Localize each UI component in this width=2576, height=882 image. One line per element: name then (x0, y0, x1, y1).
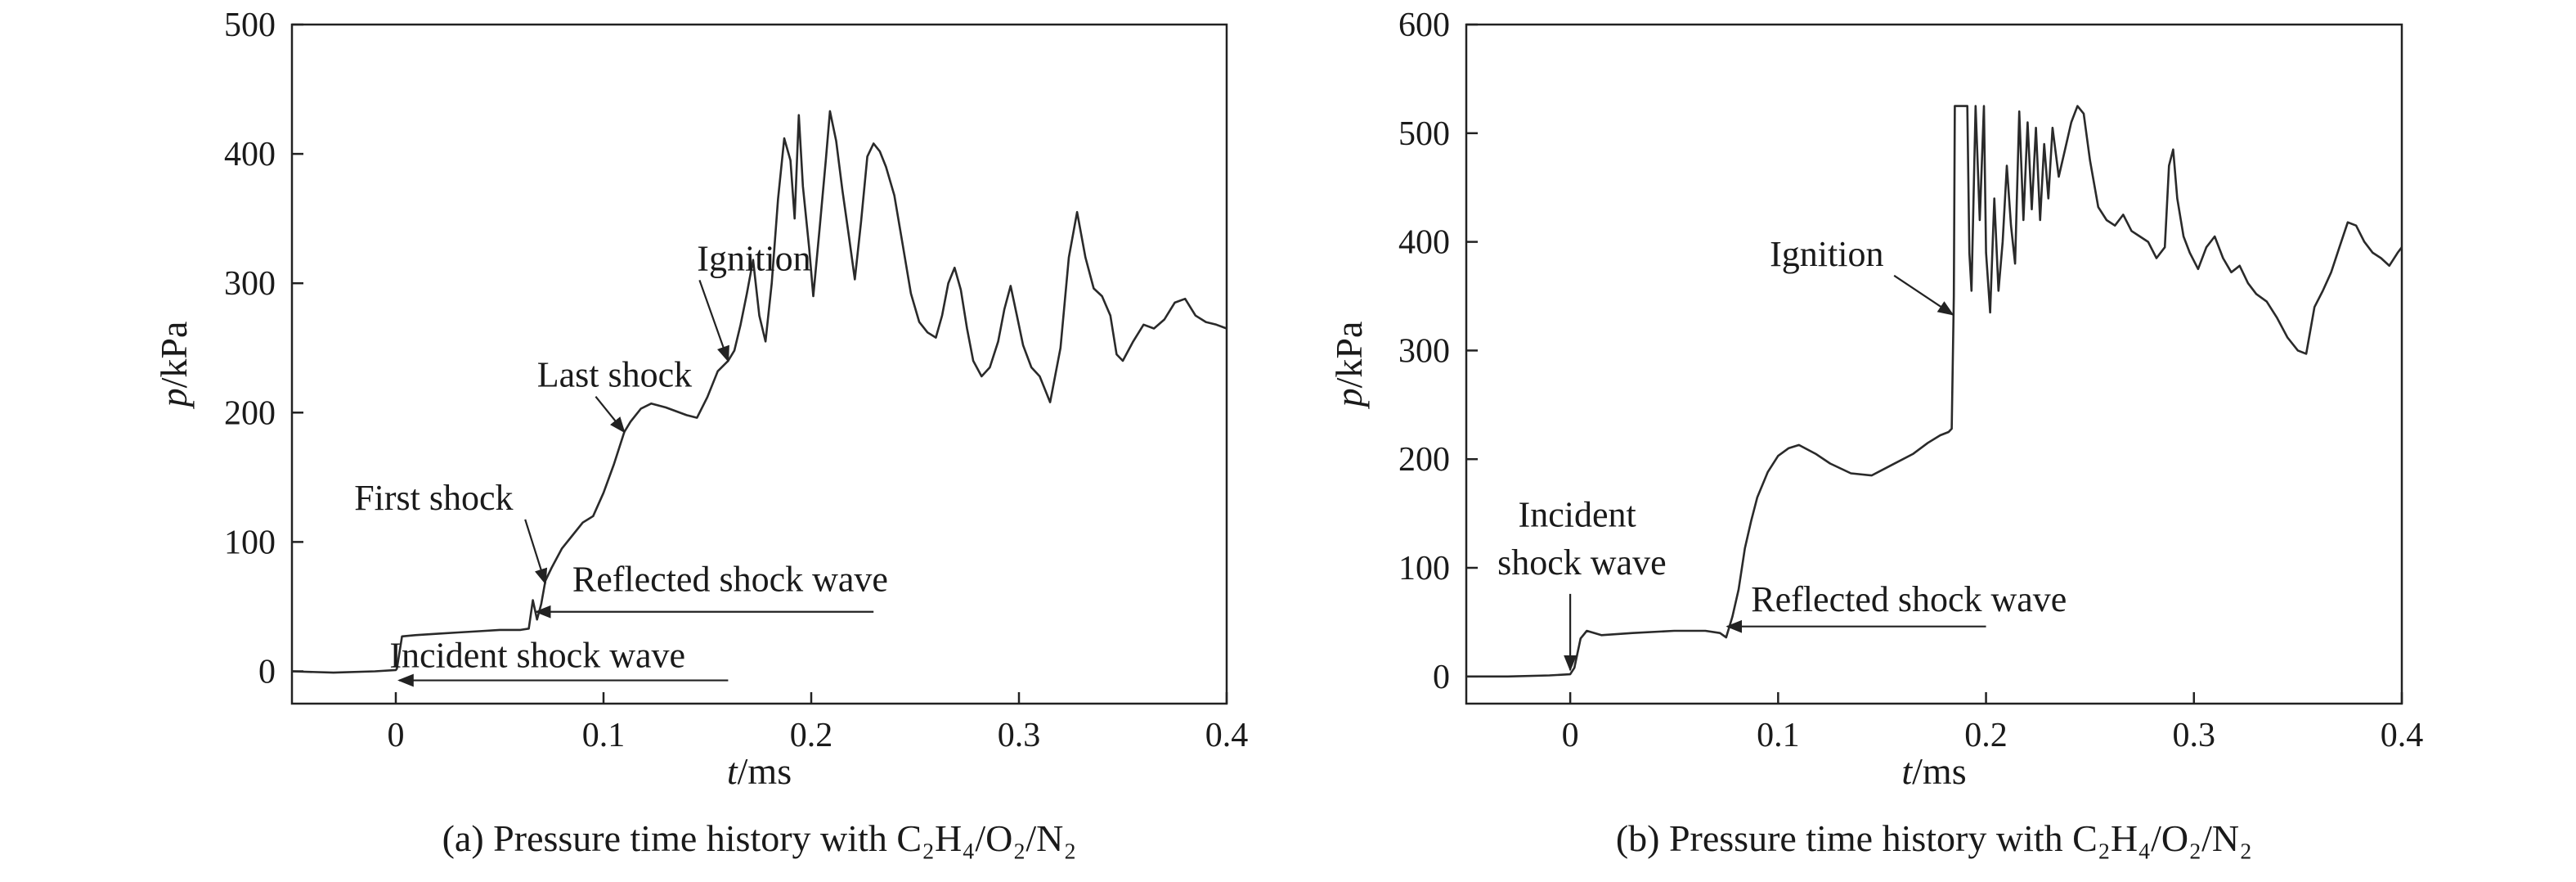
y-axis-label-a-unit: /kPa (153, 322, 195, 389)
annotation-label: Reflected shock wave (1751, 579, 2067, 619)
y-tick-label: 0 (1433, 659, 1450, 696)
annotation-label: Incident shock wave (389, 636, 685, 676)
y-tick-label: 200 (1398, 441, 1450, 479)
pressure-trace-a (291, 110, 1227, 674)
x-tick-label: 0 (388, 717, 405, 754)
x-ticks-b: 0 0.1 0.2 0.3 0.4 (1562, 692, 2424, 754)
annotations-b: Ignition Incident shock wave Reflected shoc… (1497, 234, 2067, 672)
y-axis-label-b: p/kPa (1328, 322, 1370, 410)
caption-a: (a) Pressure time history with C₂H₄/O₂/N… (442, 817, 1077, 859)
caption-b: (b) Pressure time history with C₂H₄/O₂/N… (1616, 817, 2252, 859)
y-tick-label: 500 (224, 7, 276, 44)
pressure-trace-b (1466, 105, 2403, 678)
y-ticks-a: 0 100 200 300 400 500 (224, 7, 303, 691)
plot-frame-b (1465, 23, 2403, 705)
x-axis-label-a-unit: /ms (738, 750, 792, 792)
x-ticks-a: 0 0.1 0.2 0.3 0.4 (388, 692, 1249, 754)
y-tick-label: 300 (1398, 332, 1450, 370)
x-tick-label: 0.1 (1757, 717, 1800, 754)
y-tick-label: 400 (1398, 224, 1450, 262)
x-axis-label-b-unit: /ms (1912, 750, 1966, 792)
x-tick-label: 0.4 (1205, 717, 1249, 754)
y-tick-label: 300 (224, 265, 276, 303)
annotation-arrow (698, 280, 729, 362)
y-axis-label-a: p/kPa (153, 322, 195, 410)
chart-panel-a: 0 100 200 300 400 500 0 0.1 0.2 0.3 0.4 Ignition L… (153, 7, 1248, 859)
x-tick-label: 0 (1562, 717, 1579, 754)
y-tick-label: 200 (224, 394, 276, 432)
annotation-label: First shock (354, 478, 513, 518)
y-axis-label-a-italic: p (153, 388, 195, 409)
chart-panel-b: 0 100 200 300 400 500 600 0 0.1 0.2 0.3 0.4 Igniti… (1328, 7, 2423, 859)
annotation-label: Ignition (1770, 234, 1883, 274)
y-tick-label: 100 (224, 524, 276, 561)
x-tick-label: 0.1 (582, 717, 626, 754)
y-tick-label: 0 (258, 653, 276, 691)
x-axis-label-b-italic: t (1901, 750, 1913, 792)
x-axis-label-b: t/ms (1901, 750, 1966, 792)
x-tick-label: 0.2 (790, 717, 833, 754)
x-axis-label-a-italic: t (727, 750, 738, 792)
annotation-label: shock wave (1497, 542, 1667, 583)
x-axis-label-a: t/ms (727, 750, 792, 792)
annotation-label: Reflected shock wave (572, 559, 888, 599)
annotations-a: Ignition Last shock First shock Reflected s… (354, 238, 888, 687)
x-tick-label: 0.3 (2173, 717, 2216, 754)
annotation-arrow (595, 395, 626, 434)
annotation-label: Ignition (697, 238, 810, 278)
annotation-arrow (1893, 274, 1954, 316)
y-axis-label-b-italic: p (1328, 388, 1370, 409)
y-tick-label: 400 (224, 136, 276, 173)
y-ticks-b: 0 100 200 300 400 500 600 (1398, 7, 1478, 696)
x-tick-label: 0.3 (998, 717, 1041, 754)
x-tick-label: 0.4 (2381, 717, 2424, 754)
x-tick-label: 0.2 (1964, 717, 2008, 754)
plot-frame-a (290, 23, 1228, 705)
y-axis-label-b-unit: /kPa (1328, 322, 1370, 389)
y-tick-label: 500 (1398, 115, 1450, 153)
annotation-label: Last shock (537, 355, 692, 395)
y-tick-label: 600 (1398, 7, 1450, 44)
annotation-arrow (524, 519, 548, 585)
annotation-label: Incident (1519, 495, 1636, 535)
y-tick-label: 100 (1398, 550, 1450, 587)
